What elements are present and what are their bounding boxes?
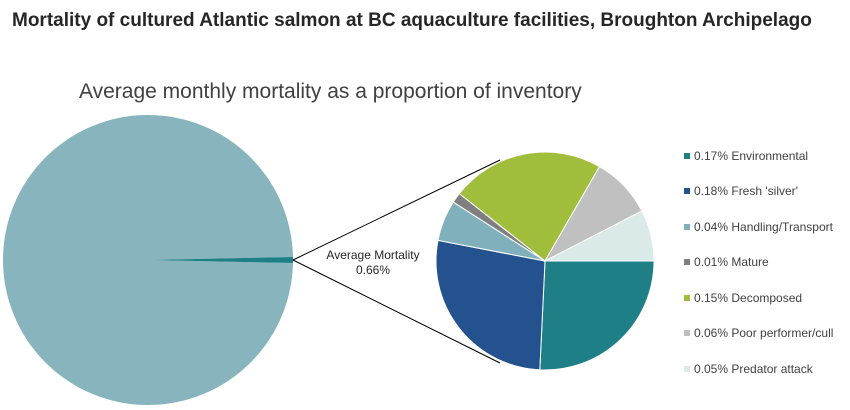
chart-title: Mortality of cultured Atlantic salmon at… xyxy=(12,10,812,31)
legend: 0.17% Environmental 0.18% Fresh 'silver' 0… xyxy=(684,138,848,387)
legend-swatch xyxy=(684,330,690,337)
legend-item: 0.06% Poor performer/cull xyxy=(684,316,848,352)
legend-swatch xyxy=(684,365,690,372)
main-pie xyxy=(3,114,294,406)
breakdown-slice-4 xyxy=(458,151,601,262)
legend-item: 0.05% Predator attack xyxy=(684,351,848,387)
legend-item: 0.04% Handling/Transport xyxy=(684,209,848,245)
legend-swatch xyxy=(684,294,690,301)
legend-label: 0.15% Decomposed xyxy=(694,290,803,305)
legend-swatch xyxy=(684,223,690,230)
breakdown-slice-6 xyxy=(544,210,655,262)
breakdown-pie xyxy=(435,151,655,371)
legend-label: 0.18% Fresh 'silver' xyxy=(694,184,798,199)
average-mortality-value: 0.66% xyxy=(356,263,390,277)
average-mortality-label: Average Mortality xyxy=(326,248,419,262)
legend-label: 0.06% Poor performer/cull xyxy=(694,326,834,341)
main-pie-mortality-slice xyxy=(148,256,294,264)
legend-item: 0.01% Mature xyxy=(684,245,848,281)
breakdown-slice-1 xyxy=(435,239,546,371)
legend-item: 0.17% Environmental xyxy=(684,138,848,174)
legend-swatch xyxy=(684,152,690,159)
legend-item: 0.18% Fresh 'silver' xyxy=(684,174,848,210)
legend-swatch xyxy=(684,188,690,195)
breakdown-slice-0 xyxy=(539,260,655,371)
legend-label: 0.05% Predator attack xyxy=(694,361,813,376)
connector-line-bottom xyxy=(292,259,501,364)
connector-lines xyxy=(292,159,501,364)
chart-subtitle: Average monthly mortality as a proportio… xyxy=(79,80,582,103)
legend-label: 0.04% Handling/Transport xyxy=(694,219,833,234)
legend-label: 0.01% Mature xyxy=(694,255,769,270)
main-pie-remaining-slice xyxy=(3,114,293,406)
legend-swatch xyxy=(684,259,690,266)
connector-line-top xyxy=(292,159,501,261)
legend-label: 0.17% Environmental xyxy=(694,148,809,163)
legend-item: 0.15% Decomposed xyxy=(684,280,848,316)
